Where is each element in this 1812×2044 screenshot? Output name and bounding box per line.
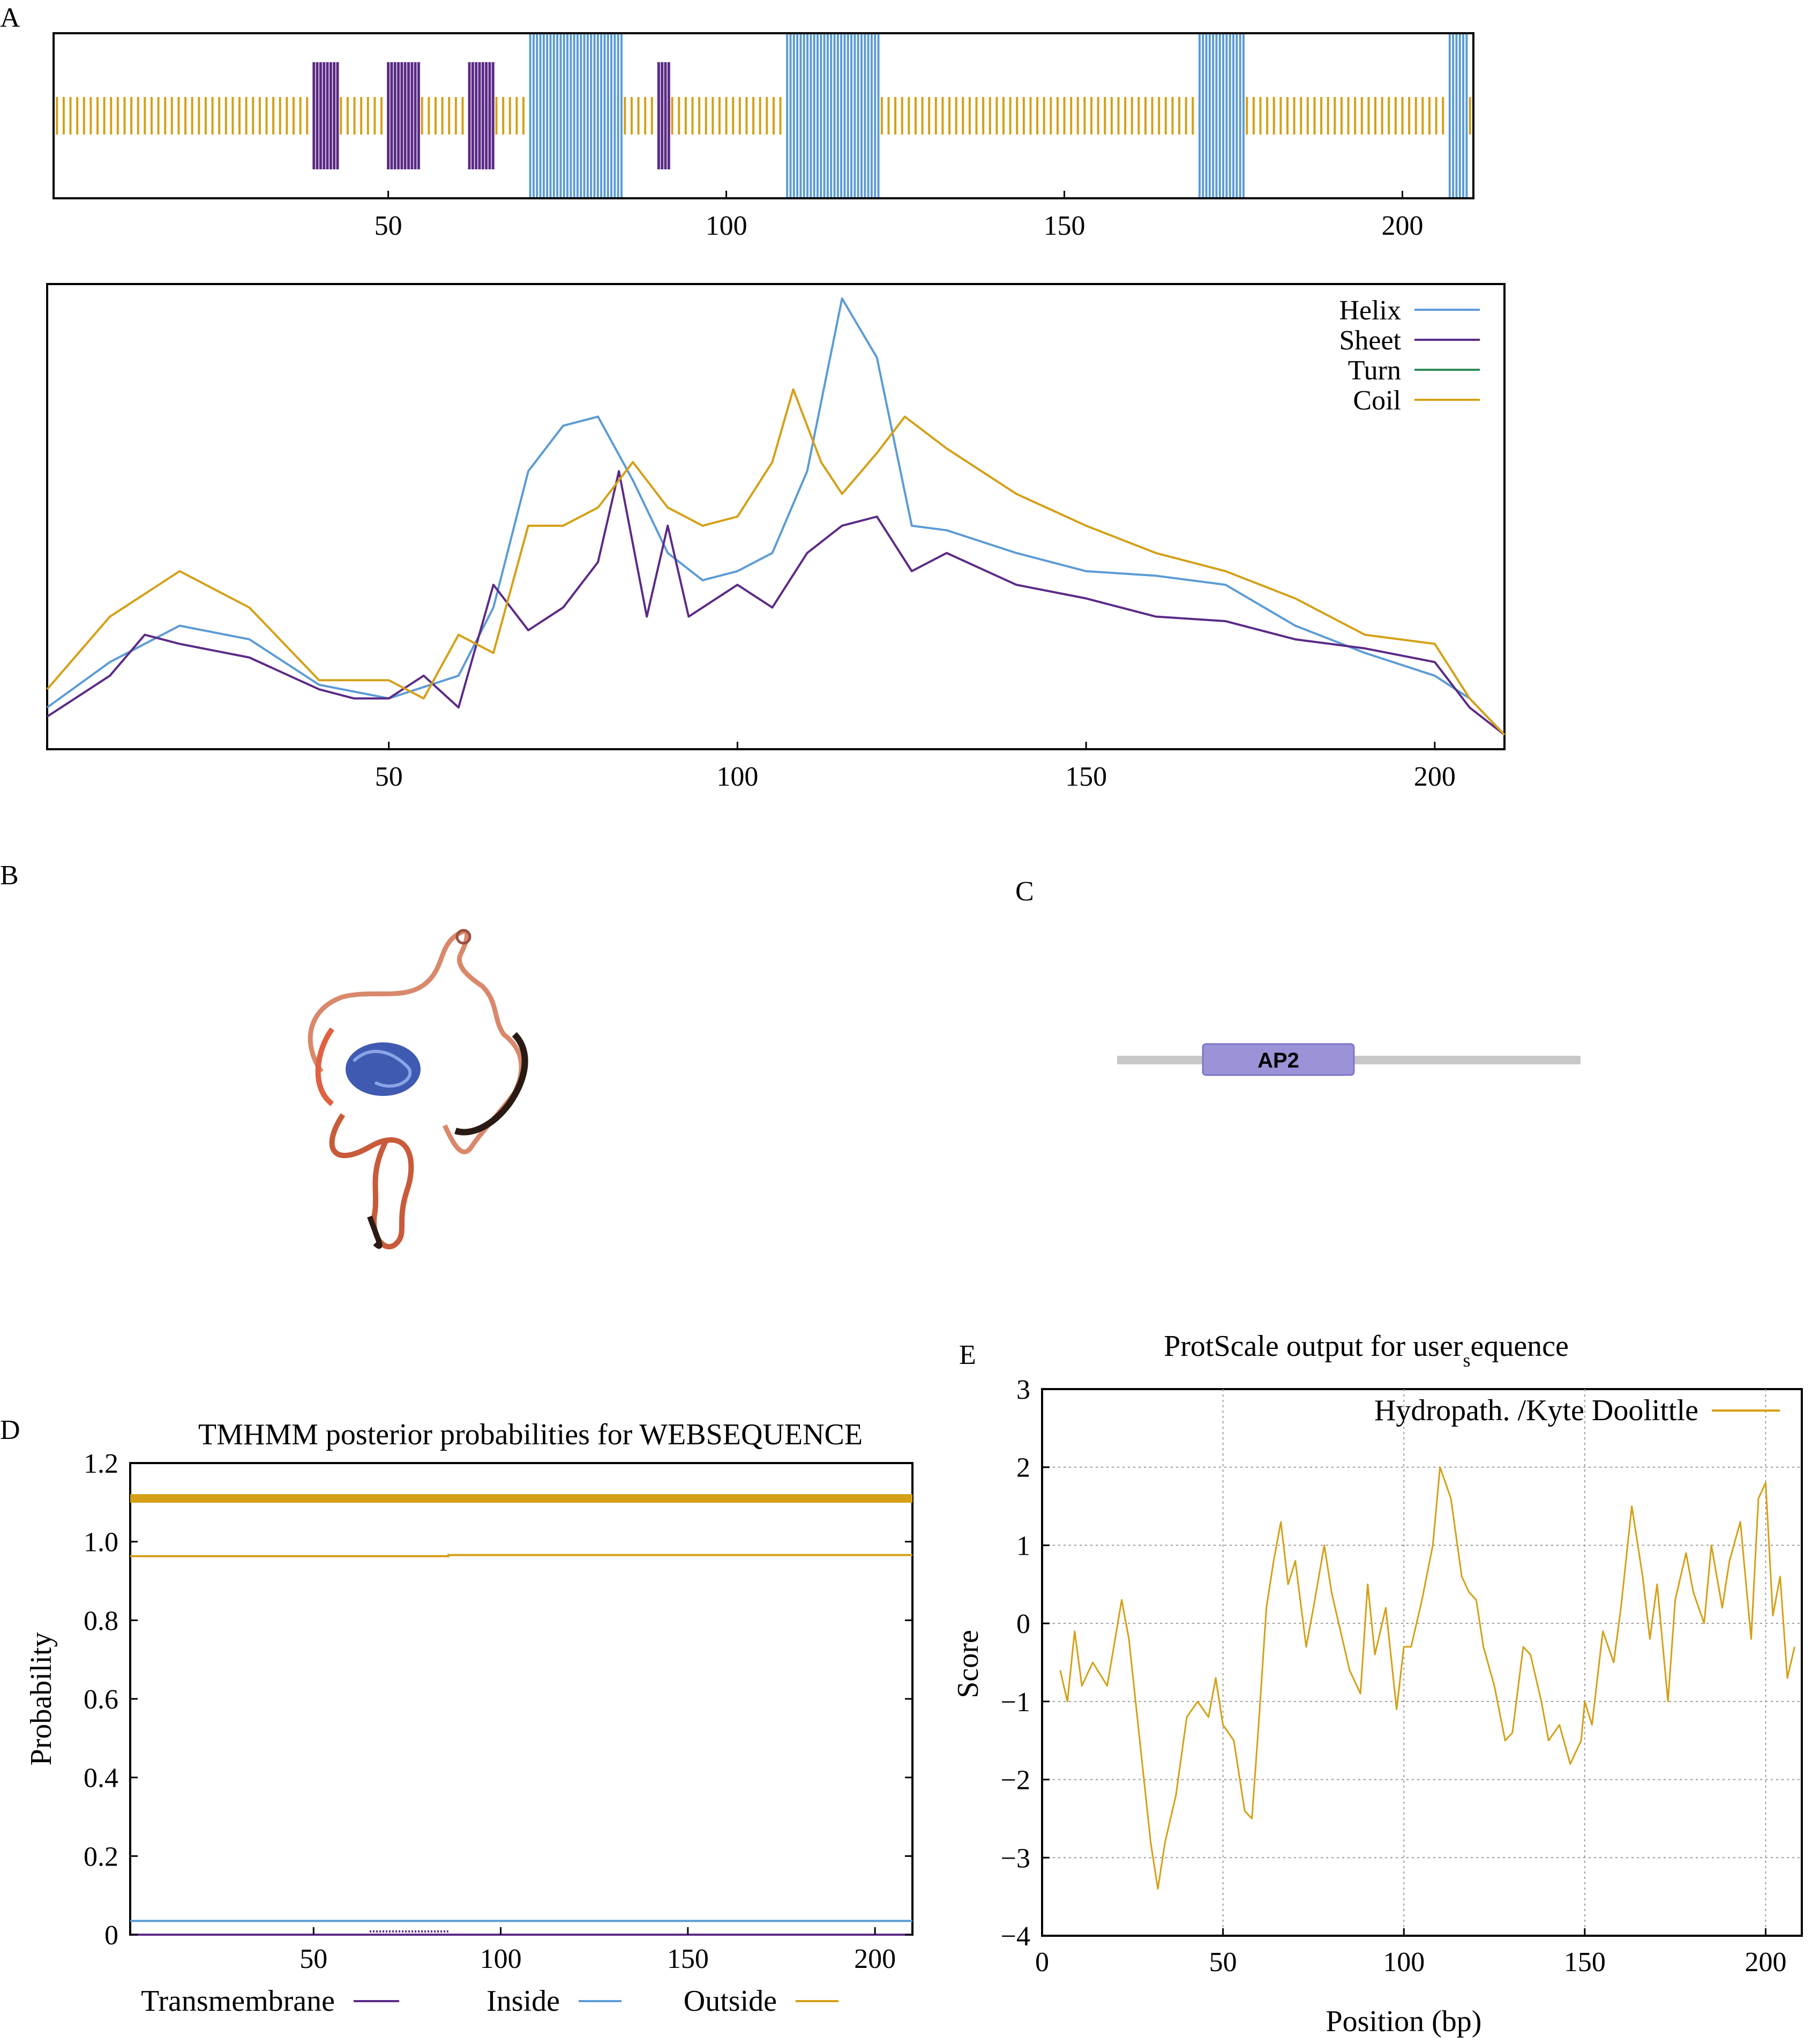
tmhmm-y-tick-label: 1.2 [84,1449,118,1479]
track-tick-label: 50 [375,211,402,241]
track-bars [56,34,1471,197]
panel-letter-b: B [0,860,19,891]
tmhmm-legend-label-transmembrane: Transmembrane [141,1985,335,2018]
tmhmm-y-tick-label: 1.0 [84,1527,118,1558]
legend-label-coil: Coil [1353,385,1401,416]
protscale-x-tick-label: 150 [1564,1947,1606,1978]
protscale-y-tick-label: 1 [1016,1531,1030,1561]
protscale-title: ProtScale output for usersequence [1164,1330,1569,1371]
panel-letter-c: C [1015,876,1034,907]
panel-letter-d: D [0,1415,20,1445]
profile-tick-label: 50 [375,762,403,792]
ap2-domain-box [1202,1043,1355,1076]
profile-lines [46,297,1506,736]
protscale-y-tick-label: 3 [1016,1375,1030,1405]
tmhmm-series-outside [130,1554,912,1557]
protscale-series-hydropathy [1059,1466,1795,1890]
protscale-y-label: Score [952,1630,985,1698]
tmhmm-chart: TMHMM posterior probabilities for WEBSEQ… [25,1418,914,2018]
profile-tick-label: 100 [716,762,758,792]
track-frame [53,32,1474,199]
protscale-x-tick-label: 0 [1035,1947,1049,1978]
protscale-lines [1059,1466,1795,1890]
protscale-y-tick-label: −2 [1001,1765,1030,1796]
profile-x-ticks: 50 100 150 200 [375,742,1456,792]
tmhmm-frame [129,1462,914,1936]
tmhmm-x-tick-label: 200 [854,1944,896,1974]
tmhmm-y-tick-label: 0.6 [84,1684,118,1715]
profile-frame [46,283,1506,750]
track-tick-label: 150 [1044,211,1085,241]
protscale-x-label: Position (bp) [1326,2005,1482,2038]
protscale-y-tick-label: 0 [1016,1609,1030,1639]
protscale-x-tick-label: 100 [1383,1947,1425,1978]
track-tick-label: 100 [706,211,747,241]
structure-red-strand [315,1027,335,1106]
structure-helix-highlight [352,1049,412,1088]
protscale-x-tick-label: 50 [1209,1947,1237,1978]
tmhmm-legend: Transmembrane Inside Outside [141,1985,838,2018]
ap2-domain-label: AP2 [1257,1049,1299,1072]
track-x-ticks: 50 100 150 200 [375,191,1424,241]
protscale-x-tick-label: 200 [1744,1947,1786,1978]
protein-3d-structure [308,929,528,1250]
protscale-y-tick-label: −1 [1001,1687,1030,1718]
protscale-frame [1041,1388,1803,1937]
protscale-y-tick-label: 2 [1016,1453,1030,1483]
tmhmm-lines [130,1494,912,1936]
tmhmm-ticks: 0 0.2 0.4 0.6 0.8 1.0 1.2 50 100 150 200 [84,1449,912,1974]
protscale-y-tick-label: −3 [1001,1843,1030,1874]
panel-letter-e: E [959,1340,976,1370]
structure-tail [367,1215,383,1249]
profile-series-helix [46,297,1506,736]
structure-dark-segment [454,1032,528,1136]
tmhmm-x-tick-label: 100 [480,1944,522,1974]
profile-tick-label: 150 [1065,762,1107,792]
protscale-legend-label: Hydropath. /Kyte Doolittle [1374,1394,1698,1427]
domain-architecture: AP2 [1117,1043,1581,1076]
tmhmm-y-tick-label: 0.2 [84,1841,118,1872]
structure-loop-lower [329,1113,414,1250]
protscale-legend: Hydropath. /Kyte Doolittle [1374,1394,1780,1427]
profile-series-sheet [46,470,1506,736]
tmhmm-legend-label-inside: Inside [486,1985,560,2018]
profile-series-coil [46,388,1506,736]
tmhmm-y-tick-label: 0.8 [84,1606,118,1636]
tmhmm-y-label: Probability [25,1632,58,1766]
protscale-chart: ProtScale output for usersequence 3 2 1 0 −1… [952,1330,1803,2038]
protscale-grid [1042,1389,1802,1936]
tmhmm-title: TMHMM posterior probabilities for WEBSEQ… [198,1418,863,1451]
legend-label-sheet: Sheet [1339,325,1401,356]
protscale-y-tick-label: −4 [1001,1921,1030,1952]
structure-terminus [455,929,471,945]
legend-label-helix: Helix [1339,295,1401,326]
track-tick-label: 200 [1382,211,1424,241]
panel-letter-a: A [0,3,20,33]
secondary-structure-track: 50 100 150 200 [53,32,1474,241]
tmhmm-y-tick-label: 0.4 [84,1763,118,1794]
tmhmm-y-tick-label: 0 [104,1920,118,1951]
tmhmm-x-tick-label: 50 [299,1944,327,1974]
tmhmm-legend-label-outside: Outside [684,1985,777,2018]
legend-label-turn: Turn [1348,355,1401,386]
tmhmm-x-tick-label: 150 [667,1944,709,1974]
profile-tick-label: 200 [1414,762,1456,792]
